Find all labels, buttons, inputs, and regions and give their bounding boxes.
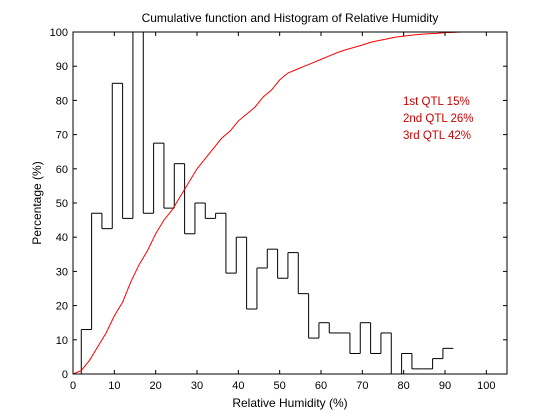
x-tick-label: 70 <box>356 380 368 392</box>
x-tick-label: 10 <box>108 380 120 392</box>
x-tick-label: 60 <box>315 380 327 392</box>
y-tick-label: 60 <box>56 164 68 176</box>
x-axis-label: Relative Humidity (%) <box>232 396 347 410</box>
y-axis-label: Percentage (%) <box>30 161 44 244</box>
quantile-annotation: 2nd QTL 26% <box>403 113 474 125</box>
y-tick-label: 30 <box>56 266 68 278</box>
quantile-annotation: 3rd QTL 42% <box>403 130 471 142</box>
x-tick-label: 0 <box>70 380 76 392</box>
x-tick-label: 30 <box>191 380 203 392</box>
x-tick-label: 90 <box>439 380 451 392</box>
quantile-annotation: 1st QTL 15% <box>403 96 470 108</box>
y-tick-label: 100 <box>50 27 68 39</box>
y-tick-label: 40 <box>56 232 68 244</box>
plot-area <box>73 32 507 374</box>
y-tick-label: 90 <box>56 61 68 73</box>
x-tick-label: 40 <box>232 380 244 392</box>
y-tick-label: 50 <box>56 198 68 210</box>
y-tick-label: 10 <box>56 335 68 347</box>
chart-title: Cumulative function and Histogram of Rel… <box>142 11 439 25</box>
x-tick-label: 50 <box>274 380 286 392</box>
cumulative-line <box>72 31 495 375</box>
y-tick-label: 20 <box>56 301 68 313</box>
x-tick-label: 20 <box>150 380 162 392</box>
y-tick-label: 80 <box>56 95 68 107</box>
y-tick-label: 70 <box>56 130 68 142</box>
x-tick-label: 100 <box>477 380 495 392</box>
y-tick-label: 0 <box>62 369 68 381</box>
x-tick-label: 80 <box>398 380 410 392</box>
